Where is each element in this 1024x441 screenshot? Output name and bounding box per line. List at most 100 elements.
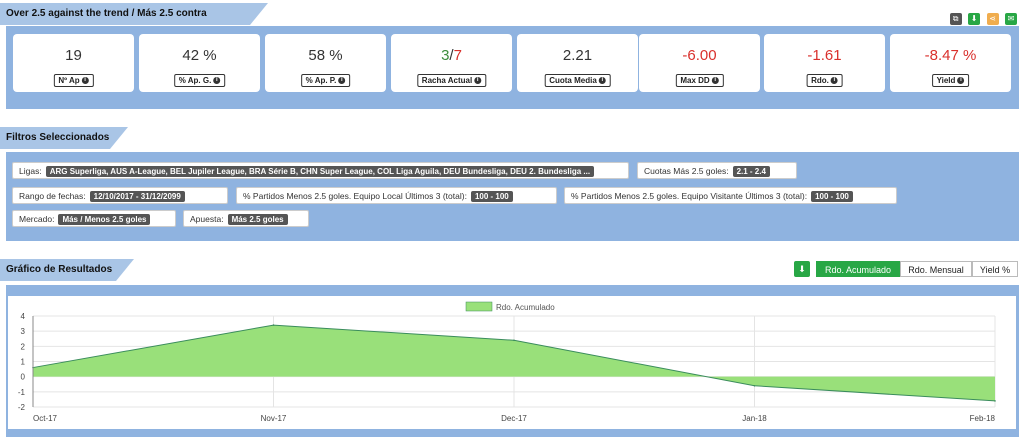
stat-label-text: Yield [936, 76, 956, 85]
filter-label: % Partidos Menos 2.5 goles. Equipo Local… [243, 191, 467, 201]
filter-visitante: % Partidos Menos 2.5 goles. Equipo Visit… [564, 187, 897, 204]
stat-value: -1.61 [807, 47, 842, 64]
info-icon: i [81, 77, 89, 85]
x-tick-label: Feb-18 [970, 414, 996, 423]
stat-value: 2.21 [562, 47, 593, 64]
tab-rdo-acumulado[interactable]: Rdo. Acumulado [816, 261, 900, 277]
stat-label-button[interactable]: % Ap. P. i [300, 74, 351, 87]
stat-card-ap-g: 42 % % Ap. G. i [139, 34, 260, 92]
filter-value: 12/10/2017 - 31/12/2099 [89, 191, 185, 202]
download-icon[interactable]: ⬇ [968, 13, 981, 25]
legend-swatch [465, 301, 493, 312]
filter-label: Rango de fechas: [19, 191, 86, 201]
data-point [513, 339, 515, 342]
filter-label: Ligas: [19, 166, 42, 176]
stat-label-text: Rdo. [811, 76, 829, 85]
download-icon[interactable]: ⬇ [794, 261, 810, 277]
filters-title: Filtros Seleccionados [0, 127, 128, 149]
stat-label-button[interactable]: Nº Ap i [53, 74, 94, 87]
stat-value: 19 [65, 47, 82, 64]
info-icon: i [957, 77, 965, 85]
streak-sep: / [449, 47, 454, 64]
y-tick-label: 0 [21, 373, 26, 382]
stat-value: 42 % [182, 47, 217, 64]
filter-value: 100 - 100 [470, 191, 513, 202]
x-tick-label: Jan-18 [742, 414, 767, 423]
filter-ligas: Ligas: ARG Superliga, AUS A-League, BEL J… [12, 162, 629, 179]
tab-yield[interactable]: Yield % [972, 261, 1018, 277]
stat-label-text: Racha Actual [421, 76, 473, 85]
info-icon: i [830, 77, 838, 85]
filter-label: Apuesta: [190, 214, 224, 224]
stat-label-button[interactable]: Racha Actual i [416, 74, 487, 87]
y-tick-label: -2 [18, 403, 26, 412]
summary-panel: 19 Nº Ap i 42 % % Ap. G. i 58 % % Ap. P. i … [6, 26, 1019, 109]
stat-label-text: % Ap. G. [178, 76, 212, 85]
info-icon: i [711, 77, 719, 85]
y-tick-label: 1 [21, 358, 26, 367]
tab-rdo-mensual[interactable]: Rdo. Mensual [900, 261, 972, 277]
filter-value: Más / Menos 2.5 goles [58, 214, 151, 225]
filter-label: Cuotas Más 2.5 goles: [644, 166, 729, 176]
stat-label-button[interactable]: Rdo. i [806, 74, 843, 87]
copy-icon[interactable]: ⧉ [949, 13, 962, 25]
x-tick-label: Dec-17 [501, 414, 527, 423]
filter-value: ARG Superliga, AUS A-League, BEL Jupiler… [45, 166, 595, 177]
filter-value: 100 - 100 [811, 191, 853, 202]
summary-title: Over 2.5 against the trend / Más 2.5 con… [0, 3, 268, 41]
data-point [272, 324, 275, 326]
stat-card-rdo: -1.61 Rdo. i [764, 34, 885, 92]
stat-value: 3/7 [391, 47, 512, 64]
stat-label-text: Nº Ap [58, 76, 80, 85]
filter-label: % Partidos Menos 2.5 goles. Equipo Visit… [571, 191, 808, 201]
results-title: Gráfico de Resultados [0, 259, 134, 281]
data-point [753, 384, 756, 387]
filter-label: Mercado: [19, 214, 55, 224]
stat-label-text: Cuota Media [549, 76, 597, 85]
stat-label-button[interactable]: % Ap. G. i [173, 74, 226, 87]
email-icon[interactable]: ✉ [1005, 13, 1017, 25]
filter-rango-fechas: Rango de fechas: 12/10/2017 - 31/12/2099 [12, 187, 228, 204]
stat-label-button[interactable]: Cuota Media i [544, 74, 611, 87]
info-icon: i [213, 77, 221, 85]
stat-value: -8.47 % [924, 47, 977, 64]
stat-value: -6.00 [682, 47, 717, 64]
x-tick-label: Oct-17 [33, 414, 58, 423]
stat-card-ap-p: 58 % % Ap. P. i [265, 34, 386, 92]
stat-label-text: % Ap. P. [305, 76, 337, 85]
chart-svg: 4 3 2 1 0 -1 -2 Oct-17 Nov-17 Dec-17 Jan-18 Feb-18 R… [18, 301, 996, 423]
info-icon: i [338, 77, 346, 85]
filter-apuesta: Apuesta: Más 2.5 goles [183, 210, 309, 227]
y-tick-label: -1 [18, 388, 26, 397]
stat-card-num-ap: 19 Nº Ap i [13, 34, 134, 92]
area-series-fill [33, 325, 995, 401]
filter-local: % Partidos Menos 2.5 goles. Equipo Local… [236, 187, 557, 204]
summary-header-icons: ⧉ ⬇ ⋖ ✉ [948, 8, 1017, 26]
chart-controls: ⬇ Rdo. Acumulado Rdo. Mensual Yield % [794, 261, 1018, 277]
filter-cuotas: Cuotas Más 2.5 goles: 2.1 - 2.4 [637, 162, 797, 179]
info-icon: i [598, 77, 606, 85]
stat-card-cuota-media: 2.21 Cuota Media i [517, 34, 638, 92]
stat-label-text: Max DD [680, 76, 710, 85]
data-point [994, 400, 996, 402]
x-tick-label: Nov-17 [261, 414, 287, 423]
stat-value: 58 % [308, 47, 343, 64]
stat-label-button[interactable]: Yield i [931, 74, 970, 87]
stat-card-max-dd: -6.00 Max DD i [639, 34, 760, 92]
stat-label-button[interactable]: Max DD i [675, 74, 724, 87]
filter-mercado: Mercado: Más / Menos 2.5 goles [12, 210, 176, 227]
legend-label: Rdo. Acumulado [496, 303, 555, 312]
filters-panel: Ligas: ARG Superliga, AUS A-League, BEL J… [6, 152, 1019, 241]
streak-win: 3 [441, 47, 450, 64]
filter-value: Más 2.5 goles [227, 214, 288, 225]
y-tick-label: 3 [21, 327, 26, 336]
filter-value: 2.1 - 2.4 [732, 166, 770, 177]
results-chart: 4 3 2 1 0 -1 -2 Oct-17 Nov-17 Dec-17 Jan-18 Feb-18 R… [8, 296, 1016, 429]
share-icon[interactable]: ⋖ [986, 13, 999, 25]
stat-card-yield: -8.47 % Yield i [890, 34, 1011, 92]
y-tick-label: 4 [21, 312, 26, 321]
info-icon: i [474, 77, 482, 85]
stat-card-racha-actual: 3/7 Racha Actual i [391, 34, 512, 92]
y-tick-label: 2 [21, 342, 26, 351]
streak-loss: 7 [453, 47, 462, 64]
